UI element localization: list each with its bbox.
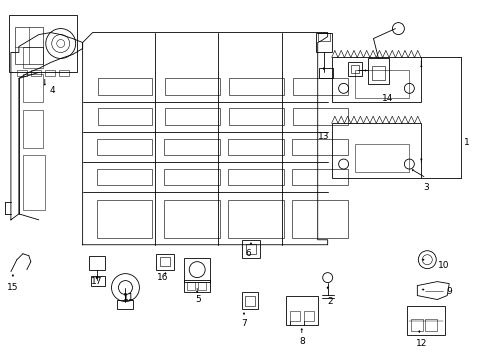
- Bar: [23, 110, 43, 148]
- Bar: [156, 254, 174, 270]
- Text: 9: 9: [446, 287, 452, 296]
- Bar: [187, 282, 195, 289]
- Text: 3: 3: [423, 184, 429, 193]
- Bar: [242, 292, 258, 310]
- Bar: [316, 32, 332, 53]
- Bar: [198, 282, 206, 289]
- Bar: [23, 46, 43, 68]
- Bar: [229, 108, 284, 125]
- Bar: [97, 169, 152, 185]
- Bar: [242, 240, 260, 258]
- Bar: [228, 139, 284, 155]
- Bar: [59, 71, 69, 76]
- Bar: [347, 62, 362, 76]
- Bar: [292, 200, 347, 238]
- Bar: [228, 169, 284, 185]
- Bar: [293, 78, 347, 95]
- Text: 14: 14: [382, 94, 393, 103]
- Bar: [304, 311, 314, 321]
- Bar: [290, 311, 300, 321]
- Bar: [318, 68, 333, 78]
- Text: 6: 6: [245, 249, 251, 258]
- Bar: [368, 58, 390, 84]
- Bar: [165, 78, 220, 95]
- Bar: [164, 200, 220, 238]
- Bar: [371, 67, 386, 80]
- Bar: [246, 244, 256, 254]
- Bar: [228, 200, 284, 238]
- Bar: [286, 296, 318, 325]
- Text: 7: 7: [241, 319, 247, 328]
- Text: 8: 8: [299, 337, 305, 346]
- Bar: [164, 169, 220, 185]
- Bar: [318, 32, 330, 41]
- Text: 10: 10: [438, 261, 449, 270]
- Bar: [184, 280, 210, 292]
- Text: 1: 1: [464, 138, 470, 147]
- Bar: [98, 78, 152, 95]
- Bar: [97, 200, 152, 238]
- Text: 2: 2: [327, 297, 333, 306]
- Bar: [31, 71, 41, 76]
- Bar: [425, 319, 437, 332]
- Bar: [118, 300, 133, 310]
- Text: 5: 5: [196, 295, 201, 304]
- Text: 13: 13: [318, 132, 329, 141]
- Bar: [164, 139, 220, 155]
- Bar: [332, 123, 421, 178]
- Bar: [97, 139, 152, 155]
- Bar: [23, 155, 45, 210]
- Bar: [229, 78, 284, 95]
- Bar: [293, 108, 347, 125]
- Bar: [23, 75, 43, 102]
- Bar: [412, 319, 423, 332]
- Bar: [245, 296, 255, 306]
- Bar: [292, 169, 347, 185]
- Bar: [184, 258, 210, 282]
- Bar: [91, 276, 104, 285]
- Bar: [407, 306, 445, 336]
- Bar: [89, 256, 104, 270]
- Bar: [165, 108, 220, 125]
- Bar: [292, 139, 347, 155]
- Text: 11: 11: [122, 293, 134, 302]
- Text: 17: 17: [91, 277, 102, 286]
- Bar: [355, 144, 409, 172]
- Text: 4: 4: [50, 86, 55, 95]
- Bar: [160, 257, 171, 266]
- Bar: [15, 27, 43, 64]
- Bar: [355, 71, 409, 98]
- Text: 16: 16: [157, 273, 168, 282]
- Bar: [17, 71, 27, 76]
- Text: 15: 15: [7, 283, 19, 292]
- Text: 12: 12: [416, 339, 427, 348]
- Bar: [9, 15, 76, 72]
- Bar: [45, 71, 55, 76]
- Bar: [350, 66, 359, 73]
- Bar: [98, 108, 152, 125]
- Bar: [332, 58, 421, 102]
